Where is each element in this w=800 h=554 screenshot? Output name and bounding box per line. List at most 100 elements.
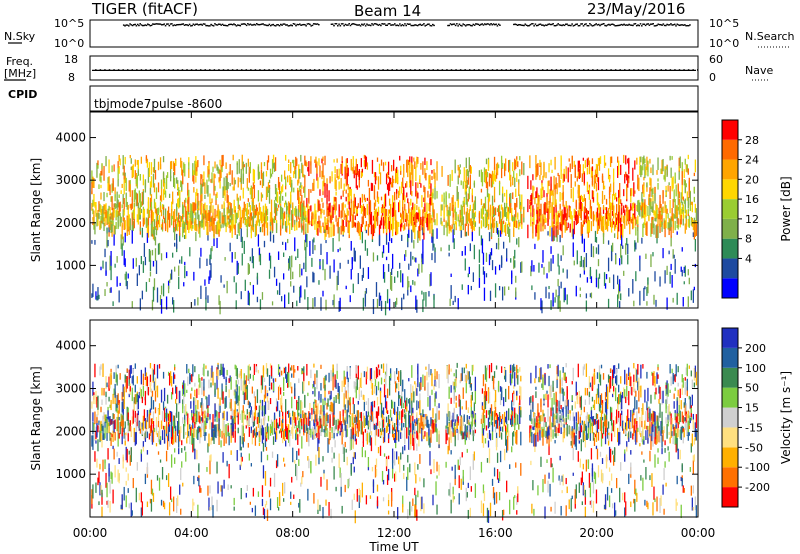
- power-scatter-segment: [356, 222, 358, 233]
- power-scatter-segment: [338, 181, 340, 190]
- velocity-scatter-segment: [260, 418, 263, 431]
- power-scatter-segment: [451, 169, 453, 181]
- power-scatter-segment: [562, 214, 564, 225]
- power-scatter-segment: [488, 193, 491, 202]
- power-scatter-segment: [678, 157, 680, 172]
- power-scatter-segment: [213, 173, 215, 184]
- power-scatter-segment: [364, 207, 367, 218]
- velocity-scatter-segment: [198, 478, 200, 487]
- power-scatter-segment: [465, 184, 467, 189]
- power-scatter-segment: [445, 192, 447, 198]
- power-scatter-segment: [643, 176, 645, 181]
- power-scatter-segment: [217, 166, 219, 174]
- power-scatter-segment: [634, 242, 636, 252]
- nave-point: [213, 69, 216, 71]
- power-colorbar-frame: [721, 119, 739, 299]
- power-scatter-segment: [411, 190, 413, 197]
- power-scatter-segment: [307, 297, 309, 310]
- power-scatter-segment: [449, 211, 451, 217]
- power-scatter-segment: [103, 192, 105, 202]
- power-scatter-segment: [387, 161, 390, 175]
- power-scatter-segment: [116, 276, 118, 287]
- power-scatter-segment: [387, 209, 390, 217]
- velocity-scatter-segment: [111, 434, 113, 438]
- noise-sky-point: [589, 23, 591, 25]
- power-scatter-segment: [385, 234, 388, 245]
- power-scatter-segment: [399, 155, 401, 161]
- power-scatter-segment: [192, 167, 194, 176]
- power-scatter-segment: [567, 167, 569, 183]
- velocity-scatter-segment: [130, 447, 132, 463]
- power-scatter-segment: [157, 161, 160, 171]
- power-scatter-segment: [686, 191, 688, 201]
- power-scatter-segment: [356, 164, 358, 176]
- noise-sky-point: [461, 25, 463, 27]
- velocity-scatter-segment: [169, 486, 172, 500]
- power-scatter-segment: [149, 187, 152, 195]
- power-scatter-segment: [123, 197, 125, 213]
- velocity-scatter-segment: [173, 372, 175, 384]
- power-scatter-segment: [406, 181, 408, 188]
- power-scatter-segment: [410, 212, 412, 224]
- noise-sky-point: [125, 24, 128, 26]
- power-scatter-segment: [327, 223, 329, 235]
- power-scatter-segment: [521, 194, 523, 210]
- power-scatter-segment: [487, 223, 490, 230]
- velocity-scatter-segment: [208, 497, 210, 511]
- power-scatter-segment: [309, 220, 311, 225]
- velocity-scatter-segment: [158, 403, 161, 415]
- velocity-scatter-segment: [266, 393, 269, 397]
- power-scatter-segment: [687, 296, 689, 307]
- velocity-scatter-segment: [174, 374, 176, 379]
- velocity-scatter-segment: [292, 416, 294, 432]
- cpid-label: CPID: [8, 88, 38, 101]
- power-scatter-segment: [298, 174, 300, 184]
- velocity-scatter-segment: [141, 429, 144, 435]
- power-scatter-segment: [169, 175, 172, 182]
- power-scatter-segment: [630, 195, 632, 203]
- noise-sky-point: [150, 24, 153, 27]
- power-scatter-segment: [285, 242, 287, 251]
- velocity-scatter-segment: [156, 364, 159, 379]
- power-scatter-segment: [118, 166, 120, 174]
- power-scatter-segment: [174, 177, 176, 189]
- velocity-scatter-segment: [274, 432, 277, 442]
- power-scatter-segment: [317, 221, 319, 236]
- velocity-scatter-segment: [102, 425, 104, 440]
- power-colorbar-band: [722, 159, 738, 180]
- power-scatter-segment: [578, 168, 580, 180]
- velocity-scatter-segment: [122, 411, 124, 426]
- noise-sky-point: [667, 24, 670, 26]
- power-scatter-segment: [229, 219, 231, 223]
- power-scatter-segment: [141, 192, 144, 206]
- velocity-scatter-segment: [184, 419, 186, 427]
- power-scatter-segment: [483, 287, 486, 301]
- power-scatter-segment: [171, 252, 174, 258]
- power-scatter-segment: [307, 204, 309, 216]
- power-scatter-segment: [233, 276, 235, 283]
- power-scatter-segment: [562, 191, 564, 207]
- velocity-scatter-segment: [116, 394, 118, 408]
- power-scatter-segment: [334, 166, 336, 174]
- power-scatter-segment: [478, 212, 481, 224]
- power-scatter-segment: [536, 219, 538, 233]
- power-scatter-segment: [657, 226, 659, 238]
- velocity-scatter-segment: [194, 412, 196, 417]
- power-scatter-segment: [579, 273, 581, 278]
- power-scatter-segment: [536, 213, 538, 220]
- power-scatter-segment: [305, 210, 307, 215]
- power-scatter-segment: [350, 198, 352, 204]
- power-scatter-segment: [138, 207, 140, 220]
- nave-point: [259, 69, 261, 71]
- velocity-scatter-segment: [138, 421, 140, 429]
- power-scatter-segment: [400, 170, 402, 175]
- noise-sky-point: [186, 24, 188, 26]
- power-scatter-segment: [240, 228, 242, 243]
- power-scatter-segment: [432, 193, 434, 199]
- velocity-scatter-segment: [157, 408, 160, 421]
- velocity-scatter-segment: [112, 393, 114, 404]
- power-scatter-segment: [540, 298, 542, 311]
- power-scatter-segment: [642, 184, 644, 194]
- power-scatter-segment: [112, 180, 114, 191]
- power-scatter-segment: [608, 277, 611, 283]
